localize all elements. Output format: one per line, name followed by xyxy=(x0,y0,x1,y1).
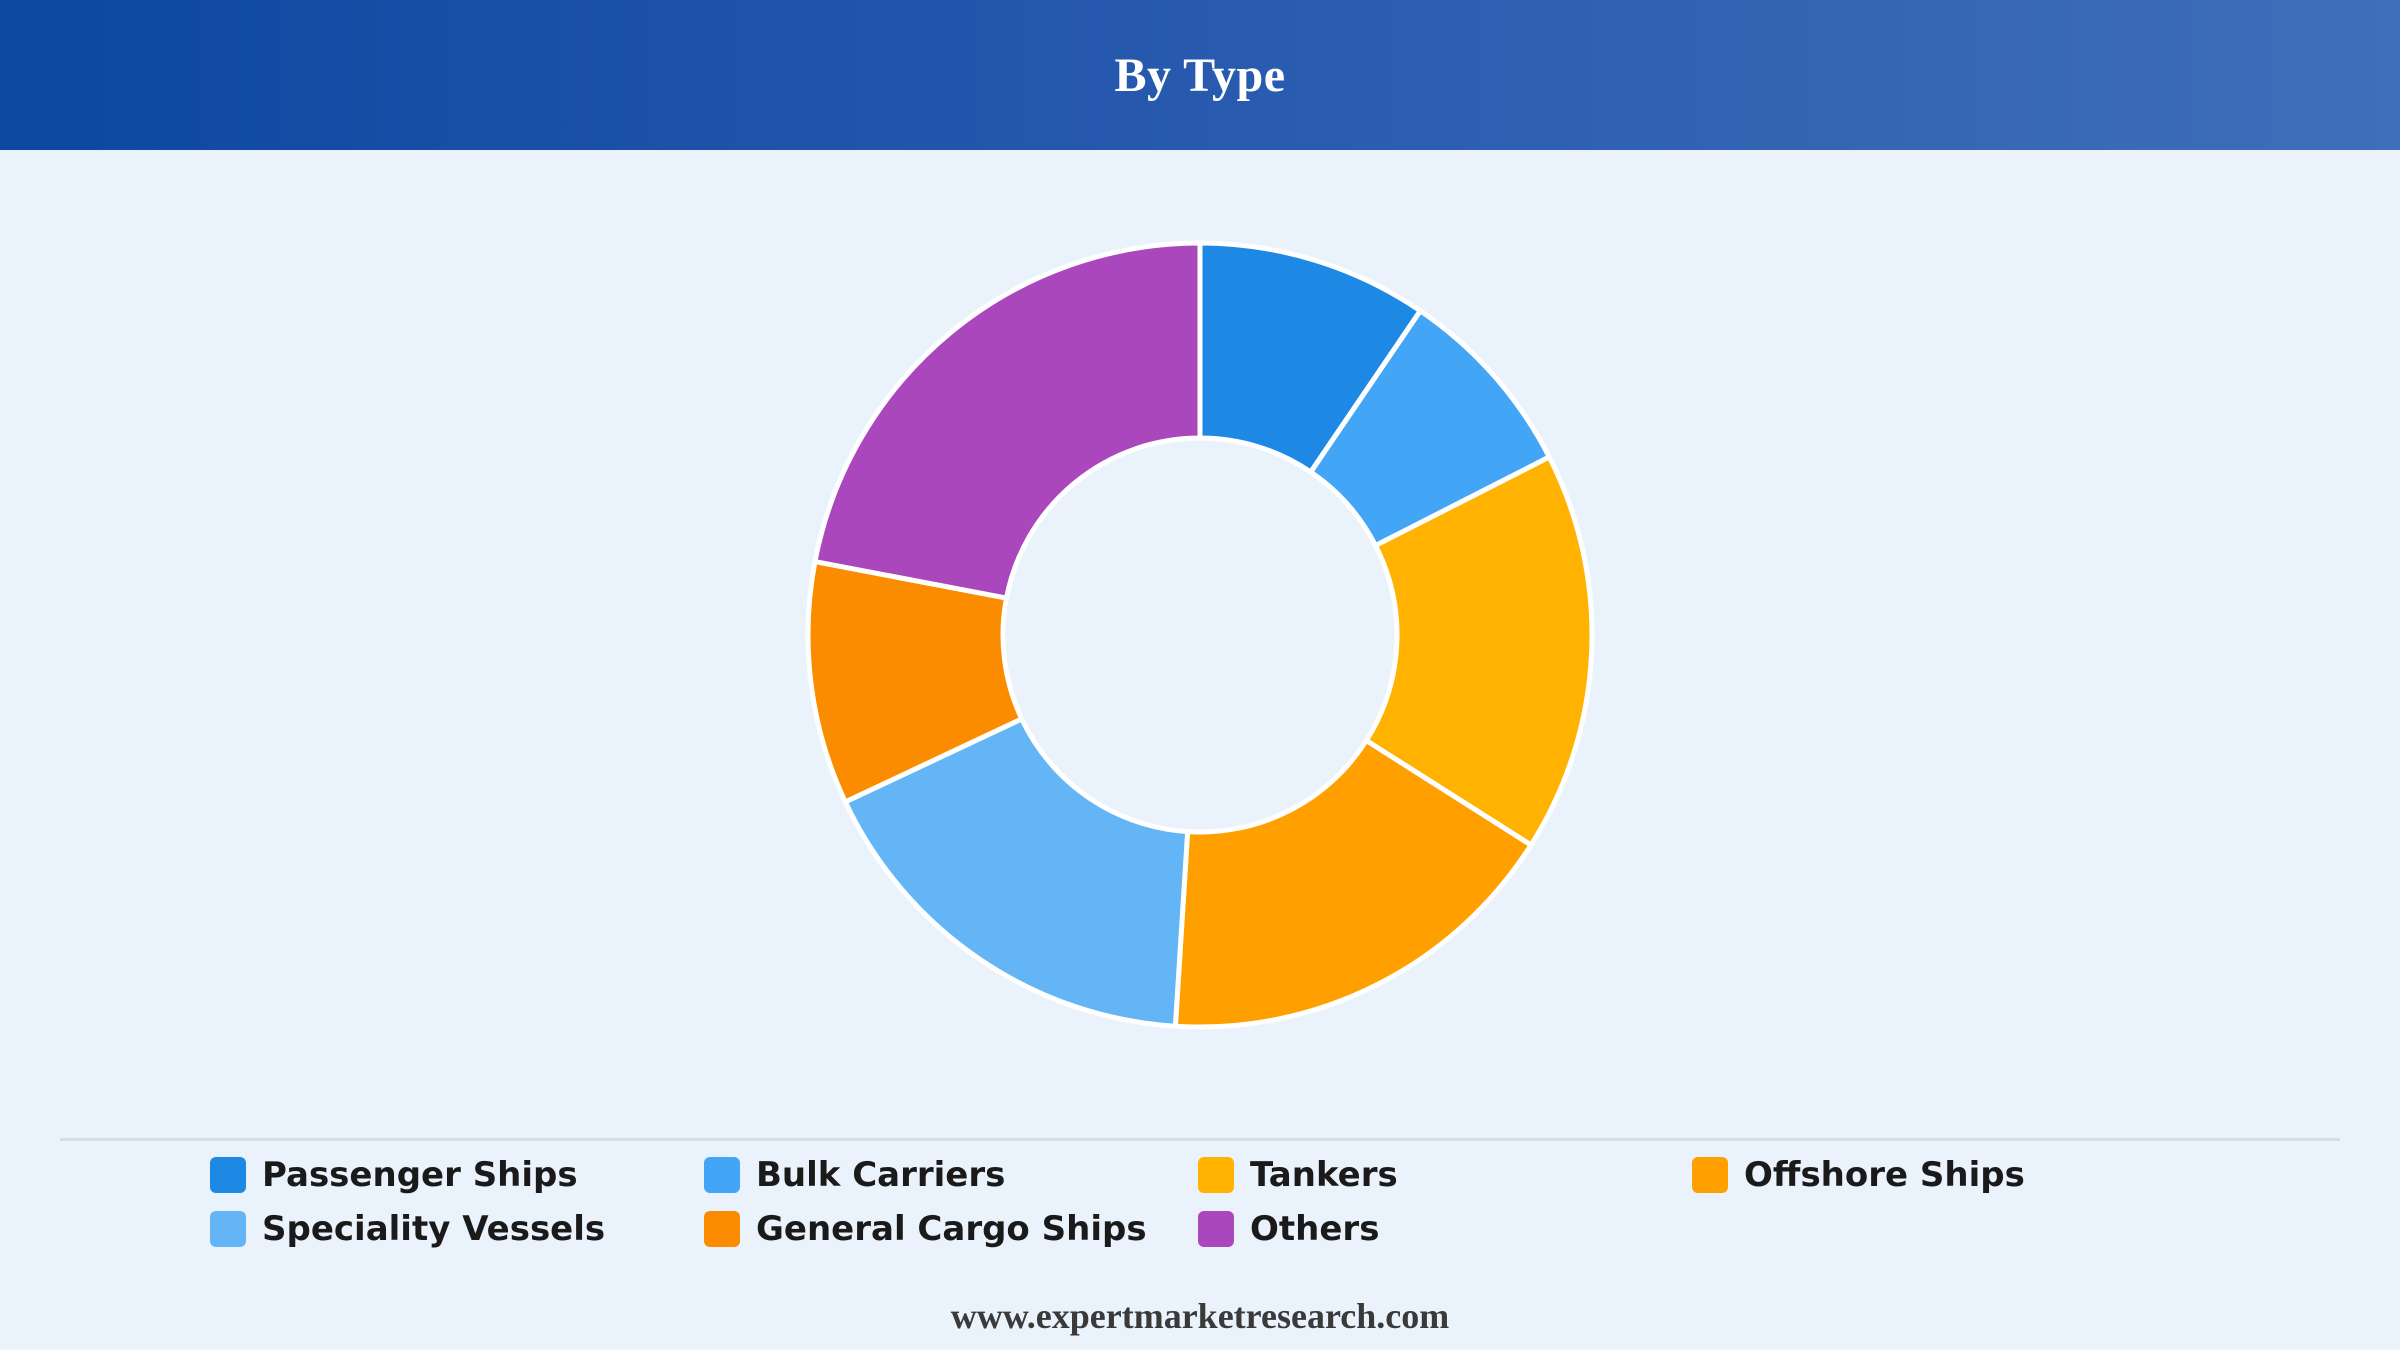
legend-swatch xyxy=(1198,1157,1234,1193)
legend-item-general-cargo-ships[interactable]: General Cargo Ships xyxy=(704,1209,1198,1249)
source-footer: www.expertmarketresearch.com xyxy=(950,1296,1450,1336)
chart-legend: Passenger Ships Bulk Carriers Tankers Of… xyxy=(210,1155,2200,1249)
legend-item-bulk-carriers[interactable]: Bulk Carriers xyxy=(704,1155,1198,1195)
legend-swatch xyxy=(1692,1157,1728,1193)
donut-slice-others[interactable] xyxy=(812,240,1203,601)
legend-divider xyxy=(60,1138,2340,1141)
legend-item-passenger-ships[interactable]: Passenger Ships xyxy=(210,1155,704,1195)
legend-label: Speciality Vessels xyxy=(262,1209,606,1249)
donut-chart xyxy=(0,150,2400,1130)
legend-item-offshore-ships[interactable]: Offshore Ships xyxy=(1692,1155,2186,1195)
donut-slice-speciality-vessels[interactable] xyxy=(842,716,1191,1029)
legend-swatch xyxy=(1198,1211,1234,1247)
legend-label: General Cargo Ships xyxy=(756,1209,1147,1249)
legend-item-others[interactable]: Others xyxy=(1198,1209,1692,1249)
legend-item-tankers[interactable]: Tankers xyxy=(1198,1155,1692,1195)
legend-item-speciality-vessels[interactable]: Speciality Vessels xyxy=(210,1209,704,1249)
donut-chart-svg xyxy=(805,240,1595,1030)
legend-label: Passenger Ships xyxy=(262,1155,578,1195)
donut-slice-tankers[interactable] xyxy=(1363,454,1595,848)
legend-label: Tankers xyxy=(1250,1155,1398,1195)
donut-slice-offshore-ships[interactable] xyxy=(1172,738,1534,1030)
legend-swatch xyxy=(704,1211,740,1247)
chart-header: By Type xyxy=(0,0,2400,150)
legend-label: Offshore Ships xyxy=(1744,1155,2025,1195)
chart-title: By Type xyxy=(1114,48,1286,102)
legend-swatch xyxy=(704,1157,740,1193)
legend-swatch xyxy=(210,1211,246,1247)
legend-label: Others xyxy=(1250,1209,1380,1249)
legend-label: Bulk Carriers xyxy=(756,1155,1006,1195)
legend-swatch xyxy=(210,1157,246,1193)
